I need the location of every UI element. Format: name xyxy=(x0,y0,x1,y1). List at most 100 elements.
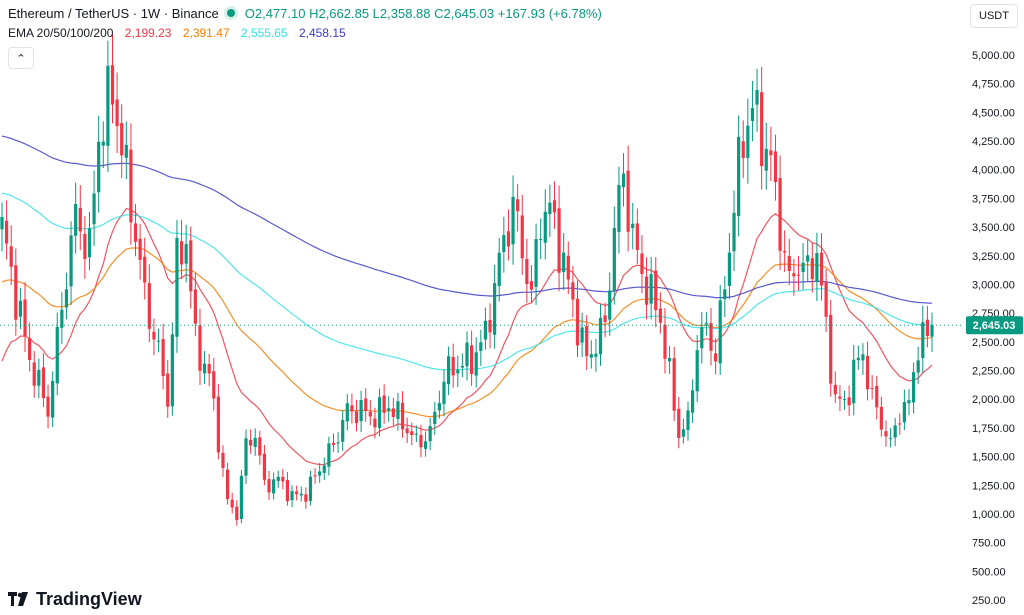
price-axis: 5,000.00 4,750.00 4,500.00 4,250.00 4,000.00… xyxy=(972,50,1015,607)
candle-body xyxy=(902,402,906,423)
candle-body xyxy=(838,396,842,399)
candle-body xyxy=(364,398,368,411)
candle-body xyxy=(727,252,732,286)
candle-body xyxy=(875,385,879,408)
candle-body xyxy=(465,342,469,367)
candle-body xyxy=(474,352,478,376)
candle-body xyxy=(750,108,755,121)
candle-body xyxy=(654,270,658,311)
candle-body xyxy=(110,65,115,105)
candle-body xyxy=(502,235,506,253)
y-tick-label: 4,750.00 xyxy=(972,79,1015,91)
candle-body xyxy=(143,256,147,283)
ema200-value: 2,458.15 xyxy=(298,26,346,40)
ema50-value: 2,391.47 xyxy=(182,26,230,40)
candle-body xyxy=(506,231,511,247)
candle-body xyxy=(631,223,635,229)
candle-body xyxy=(879,406,883,430)
candle-body xyxy=(667,358,672,362)
candle-body xyxy=(557,208,561,273)
last-price-line: 2,645.03 xyxy=(0,316,1023,335)
candle-body xyxy=(32,362,36,386)
candle-body xyxy=(400,402,405,430)
tradingview-logo[interactable]: TradingView xyxy=(8,588,142,610)
candle-body xyxy=(442,381,446,405)
candles xyxy=(0,34,934,526)
candle-body xyxy=(516,199,520,212)
candle-body xyxy=(520,215,524,259)
candle-body xyxy=(806,255,810,262)
symbol-legend: Ethereum / TetherUS · 1W · Binance O2,47… xyxy=(8,4,602,22)
candle-body xyxy=(0,216,4,230)
candle-body xyxy=(423,441,428,449)
candle-body xyxy=(179,241,184,265)
candle-body xyxy=(663,324,667,359)
candle-body xyxy=(493,283,497,335)
candle-body xyxy=(414,433,418,435)
candle-body xyxy=(525,258,529,285)
candle-body xyxy=(635,223,639,251)
candle-body xyxy=(216,396,220,453)
symbol-title[interactable]: Ethereum / TetherUS · 1W · Binance xyxy=(8,5,219,21)
candle-body xyxy=(617,185,621,232)
candle-body xyxy=(92,193,96,225)
candle-body xyxy=(410,431,414,436)
currency-button[interactable]: USDT xyxy=(970,4,1018,28)
y-tick-label: 3,750.00 xyxy=(972,193,1015,205)
candle-body xyxy=(253,437,257,447)
candle-body xyxy=(382,395,386,413)
candle-body xyxy=(852,359,856,404)
candle-body xyxy=(304,494,308,502)
candle-body xyxy=(331,442,336,445)
candle-body xyxy=(433,411,437,425)
ema-legend[interactable]: EMA 20/50/100/200 2,199.23 2,391.47 2,55… xyxy=(8,26,346,42)
candle-body xyxy=(276,476,280,481)
candle-body xyxy=(272,479,276,494)
candle-body xyxy=(391,408,395,418)
candle-body xyxy=(336,442,340,444)
candle-body xyxy=(9,246,13,267)
candle-body xyxy=(714,353,718,362)
candle-body xyxy=(801,262,805,273)
candle-body xyxy=(322,465,326,473)
candle-body xyxy=(120,123,124,156)
candle-body xyxy=(69,235,73,287)
candle-body xyxy=(783,251,787,253)
candle-body xyxy=(83,233,87,259)
candle-body xyxy=(428,426,432,442)
candle-body xyxy=(368,411,372,417)
candle-body xyxy=(377,397,382,429)
collapse-legend-button[interactable]: ⌃ xyxy=(8,47,34,69)
candle-body xyxy=(700,327,704,349)
ema20-value: 2,199.23 xyxy=(124,26,172,40)
candle-body xyxy=(511,196,515,245)
ohlc-values: O2,477.10 H2,662.85 L2,358.88 C2,645.03 … xyxy=(244,5,602,21)
candle-body xyxy=(921,322,925,359)
candle-body xyxy=(387,408,391,411)
candle-body xyxy=(552,200,557,213)
candle-body xyxy=(907,400,911,404)
candle-body xyxy=(833,384,837,395)
last-price-label: 2,645.03 xyxy=(973,320,1016,332)
candle-body xyxy=(262,453,267,480)
candle-body xyxy=(244,438,248,476)
candle-body xyxy=(741,141,745,159)
candle-body xyxy=(46,396,50,417)
candle-body xyxy=(460,365,464,368)
candle-body xyxy=(819,252,824,286)
candle-body xyxy=(539,238,543,240)
candle-body xyxy=(598,318,603,355)
candle-body xyxy=(166,373,170,407)
y-tick-label: 4,000.00 xyxy=(972,165,1015,177)
candle-body xyxy=(690,390,695,413)
candle-body xyxy=(562,252,566,273)
candle-body xyxy=(608,290,612,320)
candle-body xyxy=(856,357,860,361)
y-tick-label: 4,500.00 xyxy=(972,107,1015,119)
candle-body xyxy=(658,308,662,323)
candle-body xyxy=(299,493,303,496)
candle-body xyxy=(156,340,161,342)
candle-body xyxy=(723,289,727,300)
candle-body xyxy=(405,428,409,434)
